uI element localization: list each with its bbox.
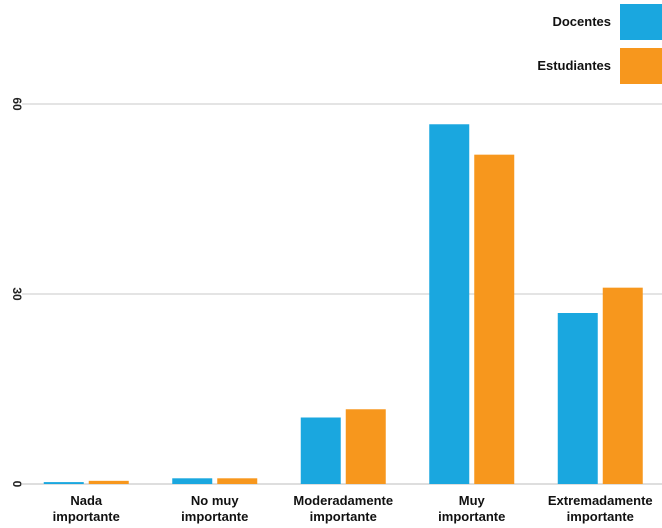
x-tick-label: Muy [459, 493, 486, 508]
bar-estudiantes [88, 480, 129, 484]
bars [43, 124, 643, 485]
legend: Docentes Estudiantes [537, 4, 662, 84]
legend-swatch-estudiantes [620, 48, 662, 84]
x-tick-label: importante [567, 509, 634, 524]
x-tick-label: importante [438, 509, 505, 524]
bar-docentes [172, 478, 213, 484]
bar-docentes [557, 313, 598, 484]
x-tick-label: Extremadamente [548, 493, 653, 508]
x-tick-label: importante [310, 509, 377, 524]
legend-label-docentes: Docentes [552, 14, 611, 29]
bar-docentes [43, 482, 84, 484]
bar-estudiantes [602, 287, 643, 484]
legend-swatch-docentes [620, 4, 662, 40]
y-tick-label: 30 [10, 287, 24, 301]
legend-label-estudiantes: Estudiantes [537, 58, 611, 73]
bar-docentes [429, 124, 470, 485]
y-tick-label: 60 [10, 97, 24, 111]
bar-estudiantes [217, 478, 258, 484]
y-axis-ticks: 0 30 60 [10, 97, 24, 487]
x-tick-label: Moderadamente [293, 493, 393, 508]
bar-docentes [300, 417, 341, 484]
x-tick-label: No muy [191, 493, 239, 508]
x-tick-label: importante [53, 509, 120, 524]
bar-estudiantes [345, 409, 386, 484]
y-tick-label: 0 [10, 481, 24, 488]
x-tick-label: importante [181, 509, 248, 524]
bar-estudiantes [474, 154, 515, 484]
x-tick-label: Nada [70, 493, 103, 508]
